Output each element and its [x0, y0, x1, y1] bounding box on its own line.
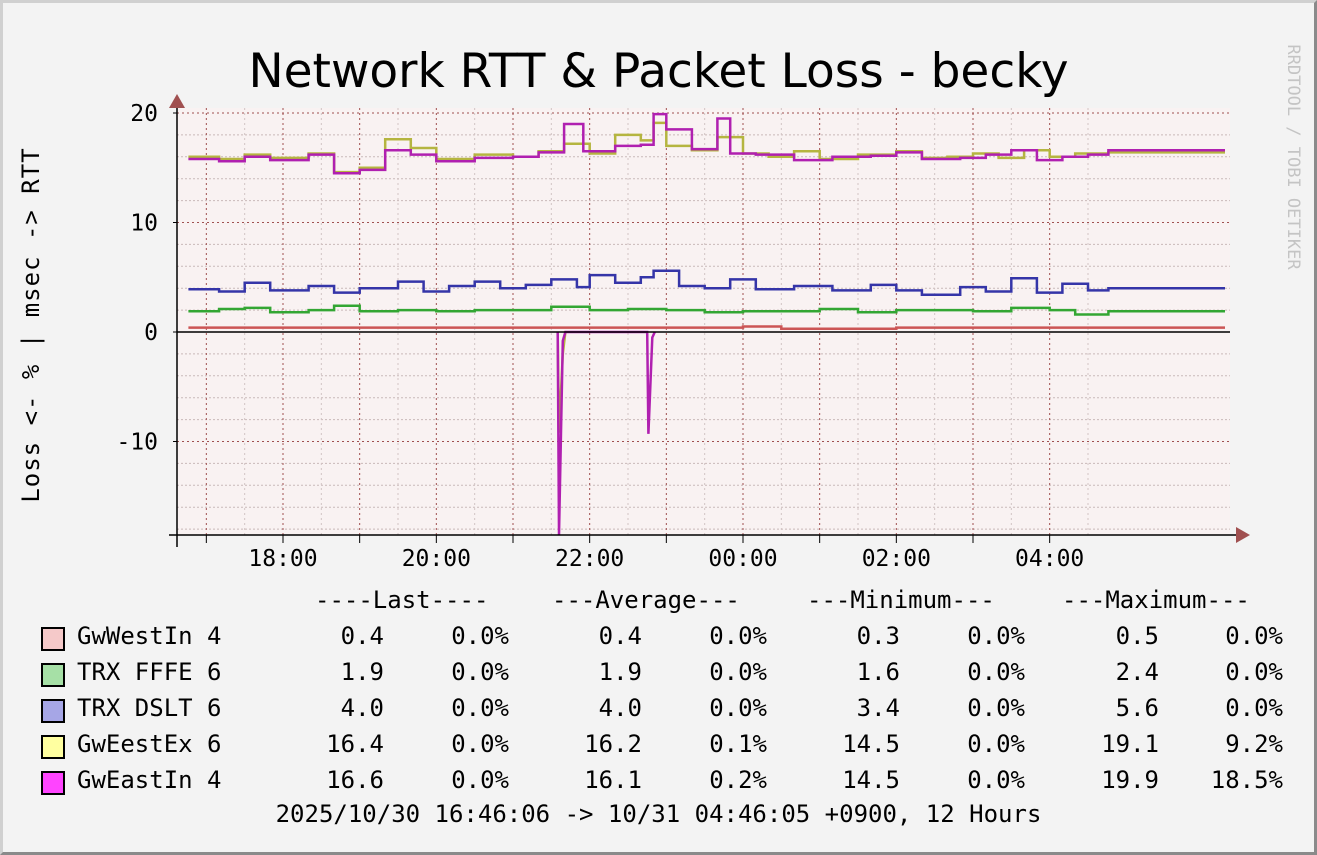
- legend-max: 19.1: [1101, 730, 1159, 758]
- y-tick-label: -10: [116, 430, 158, 456]
- x-tick-label: 20:00: [402, 546, 471, 572]
- x-tick-label: 22:00: [555, 546, 624, 572]
- legend-max-loss: 0.0%: [1225, 694, 1283, 722]
- legend-max: 2.4: [1115, 658, 1159, 686]
- legend-row: TRX DSLT 6 4.0 0.0% 4.0 0.0% 3.4 0.0% 5.6 0.0%: [0, 694, 1317, 724]
- legend-max: 0.5: [1115, 622, 1159, 650]
- legend-avg: 16.1: [584, 766, 642, 794]
- x-tick-label: 04:00: [1015, 546, 1084, 572]
- x-axis-arrow: [1236, 527, 1250, 543]
- legend-min-loss: 0.0%: [967, 694, 1025, 722]
- legend-name: GwEestEx 6: [77, 730, 222, 758]
- axes: [169, 94, 1250, 547]
- legend-avg-loss: 0.0%: [709, 658, 767, 686]
- legend-min-loss: 0.0%: [967, 766, 1025, 794]
- legend-avg: 0.4: [598, 622, 642, 650]
- legend-row: GwWestIn 4 0.4 0.0% 0.4 0.0% 0.3 0.0% 0.5 0.0%: [0, 622, 1317, 652]
- series-line-gwwestin-4: [188, 325, 1225, 330]
- legend-header-average: ---Average---: [552, 586, 740, 614]
- series-line-gweastin-4: [188, 112, 1225, 175]
- legend-last: 4.0: [340, 694, 384, 722]
- major-grid: [173, 108, 1230, 543]
- x-tick-labels: 18:00 20:00 22:00 00:00 02:00 04:00: [248, 546, 1084, 572]
- legend-last: 16.4: [326, 730, 384, 758]
- legend-max: 19.9: [1101, 766, 1159, 794]
- legend-header-last: ----Last----: [315, 586, 489, 614]
- legend-avg: 4.0: [598, 694, 642, 722]
- legend-avg: 1.9: [598, 658, 642, 686]
- legend-max-loss: 9.2%: [1225, 730, 1283, 758]
- legend-avg-loss: 0.0%: [709, 694, 767, 722]
- legend-avg-loss: 0.2%: [709, 766, 767, 794]
- x-tick-label: 00:00: [708, 546, 777, 572]
- legend-swatch: [41, 735, 65, 759]
- legend-min-loss: 0.0%: [967, 622, 1025, 650]
- y-tick-label: 0: [144, 320, 158, 346]
- legend-swatch: [41, 663, 65, 687]
- legend-last-loss: 0.0%: [451, 658, 509, 686]
- legend-swatch: [41, 699, 65, 723]
- chart-title: Network RTT & Packet Loss - becky: [248, 44, 1069, 99]
- y-tick-label: 20: [130, 101, 158, 127]
- series-layer: [188, 112, 1225, 535]
- legend-min: 0.3: [856, 622, 900, 650]
- legend-row: GwEastIn 4 16.6 0.0% 16.1 0.2% 14.5 0.0% 19.9 18…: [0, 766, 1317, 796]
- legend-min: 14.5: [842, 766, 900, 794]
- legend-max-loss: 18.5%: [1210, 766, 1283, 794]
- legend-name: TRX FFFE 6: [77, 658, 222, 686]
- legend-row: TRX FFFE 6 1.9 0.0% 1.9 0.0% 1.6 0.0% 2.4 0.0%: [0, 658, 1317, 688]
- y-axis-arrow: [169, 94, 185, 108]
- y-tick-labels: 20 10 0 -10: [116, 101, 158, 456]
- legend-header-maximum: ---Maximum---: [1062, 586, 1250, 614]
- legend-last: 1.9: [340, 658, 384, 686]
- legend-max: 5.6: [1115, 694, 1159, 722]
- x-tick-label: 02:00: [862, 546, 931, 572]
- legend-min-loss: 0.0%: [967, 730, 1025, 758]
- legend-name: GwEastIn 4: [77, 766, 222, 794]
- time-period: 2025/10/30 16:46:06 -> 10/31 04:46:05 +0…: [275, 800, 1042, 828]
- legend-swatch: [41, 627, 65, 651]
- legend-last-loss: 0.0%: [451, 766, 509, 794]
- legend-min-loss: 0.0%: [967, 658, 1025, 686]
- legend-name: GwWestIn 4: [77, 622, 222, 650]
- legend-min: 1.6: [856, 658, 900, 686]
- series-line-trx-fffe-6: [188, 304, 1225, 316]
- legend-avg-loss: 0.0%: [709, 622, 767, 650]
- x-tick-label: 18:00: [248, 546, 317, 572]
- legend-last-loss: 0.0%: [451, 622, 509, 650]
- legend-min: 14.5: [842, 730, 900, 758]
- legend-max-loss: 0.0%: [1225, 622, 1283, 650]
- legend-max-loss: 0.0%: [1225, 658, 1283, 686]
- legend-name: TRX DSLT 6: [77, 694, 222, 722]
- legend-last-loss: 0.0%: [451, 694, 509, 722]
- legend-header-minimum: ---Minimum---: [807, 586, 995, 614]
- legend-avg: 16.2: [584, 730, 642, 758]
- legend-avg-loss: 0.1%: [709, 730, 767, 758]
- legend-row: GwEestEx 6 16.4 0.0% 16.2 0.1% 14.5 0.0% 19.1 9.…: [0, 730, 1317, 760]
- legend-last-loss: 0.0%: [451, 730, 509, 758]
- legend-last: 0.4: [340, 622, 384, 650]
- legend-min: 3.4: [856, 694, 900, 722]
- legend-swatch: [41, 771, 65, 795]
- series-line-trx-dslt-6: [188, 269, 1225, 297]
- y-tick-label: 10: [130, 211, 158, 237]
- legend-last: 16.6: [326, 766, 384, 794]
